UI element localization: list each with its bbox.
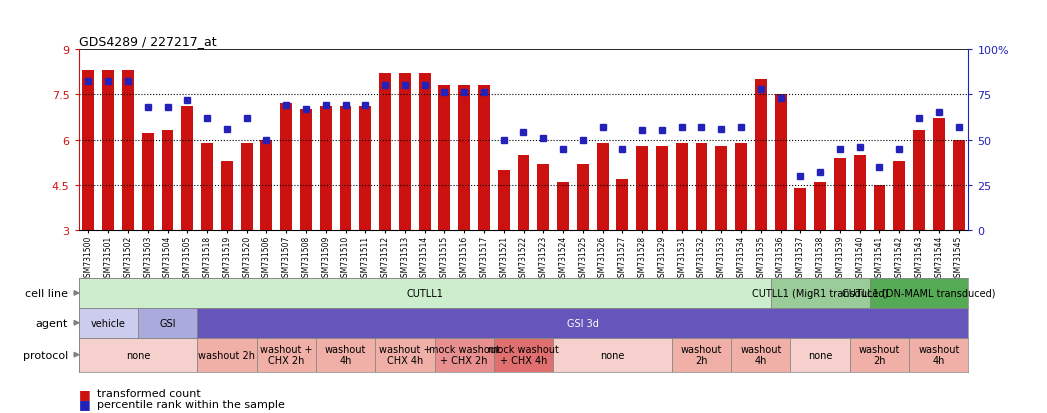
Bar [597, 143, 608, 231]
Text: CUTLL1 (DN-MAML transduced): CUTLL1 (DN-MAML transduced) [842, 288, 996, 298]
Text: washout +
CHX 2h: washout + CHX 2h [260, 344, 312, 365]
Bar [735, 143, 747, 231]
Text: percentile rank within the sample: percentile rank within the sample [97, 399, 285, 409]
Bar [79, 278, 771, 308]
Text: washout 2h: washout 2h [198, 350, 255, 360]
Text: protocol: protocol [23, 350, 68, 360]
Bar [221, 161, 232, 231]
Bar [517, 155, 530, 231]
Text: washout
4h: washout 4h [918, 344, 959, 365]
Bar [339, 107, 352, 231]
Bar [261, 140, 272, 231]
Text: none: none [600, 350, 625, 360]
Bar [138, 308, 197, 338]
Text: washout
2h: washout 2h [681, 344, 722, 365]
Bar [122, 71, 134, 231]
Text: washout +
CHX 4h: washout + CHX 4h [379, 344, 431, 365]
Text: GSI: GSI [159, 318, 176, 328]
Bar [103, 71, 114, 231]
Bar [375, 338, 435, 372]
Bar [161, 131, 174, 231]
Bar [553, 338, 672, 372]
Bar [439, 86, 450, 231]
Bar [637, 146, 648, 231]
Text: ■: ■ [79, 397, 90, 411]
Bar [281, 104, 292, 231]
Bar [494, 338, 553, 372]
Bar [913, 131, 925, 231]
Text: washout
2h: washout 2h [859, 344, 900, 365]
Bar [478, 86, 490, 231]
Text: washout
4h: washout 4h [325, 344, 366, 365]
Bar [435, 338, 494, 372]
Text: GDS4289 / 227217_at: GDS4289 / 227217_at [79, 36, 216, 48]
Bar [775, 95, 786, 231]
Bar [257, 338, 316, 372]
Bar [79, 338, 197, 372]
Bar [933, 119, 944, 231]
Bar [815, 183, 826, 231]
Bar [853, 155, 866, 231]
Text: CUTLL1: CUTLL1 [406, 288, 443, 298]
Text: GSI 3d: GSI 3d [566, 318, 599, 328]
Text: CUTLL1 (MigR1 transduced): CUTLL1 (MigR1 transduced) [752, 288, 888, 298]
Text: none: none [808, 350, 832, 360]
Text: mock washout
+ CHX 4h: mock washout + CHX 4h [488, 344, 559, 365]
Bar [577, 164, 588, 231]
Bar [83, 71, 94, 231]
Bar [771, 278, 870, 308]
Text: washout
4h: washout 4h [740, 344, 781, 365]
Bar [731, 338, 790, 372]
Bar [197, 338, 257, 372]
Bar [497, 171, 510, 231]
Bar [459, 86, 470, 231]
Bar [241, 143, 252, 231]
Bar [379, 74, 391, 231]
Bar [850, 338, 909, 372]
Bar [359, 107, 372, 231]
Bar [675, 143, 688, 231]
Bar [197, 308, 968, 338]
Text: transformed count: transformed count [97, 388, 201, 398]
Bar [537, 164, 550, 231]
Bar [141, 134, 154, 231]
Bar [79, 308, 138, 338]
Text: agent: agent [36, 318, 68, 328]
Bar [870, 278, 968, 308]
Text: none: none [126, 350, 150, 360]
Bar [319, 107, 332, 231]
Bar [834, 158, 846, 231]
Bar [953, 140, 964, 231]
Text: mock washout
+ CHX 2h: mock washout + CHX 2h [428, 344, 499, 365]
Bar [790, 338, 850, 372]
Bar [557, 183, 569, 231]
Bar [419, 74, 430, 231]
Text: ■: ■ [79, 387, 90, 400]
Bar [399, 74, 410, 231]
Bar [201, 143, 213, 231]
Bar [617, 180, 628, 231]
Bar [873, 185, 886, 231]
Bar [695, 143, 708, 231]
Bar [300, 110, 312, 231]
Bar [181, 107, 194, 231]
Bar [715, 146, 728, 231]
Bar [316, 338, 375, 372]
Text: vehicle: vehicle [91, 318, 126, 328]
Bar [795, 189, 806, 231]
Bar [672, 338, 731, 372]
Bar [909, 338, 968, 372]
Bar [656, 146, 668, 231]
Text: cell line: cell line [25, 288, 68, 298]
Bar [893, 161, 906, 231]
Bar [755, 80, 766, 231]
